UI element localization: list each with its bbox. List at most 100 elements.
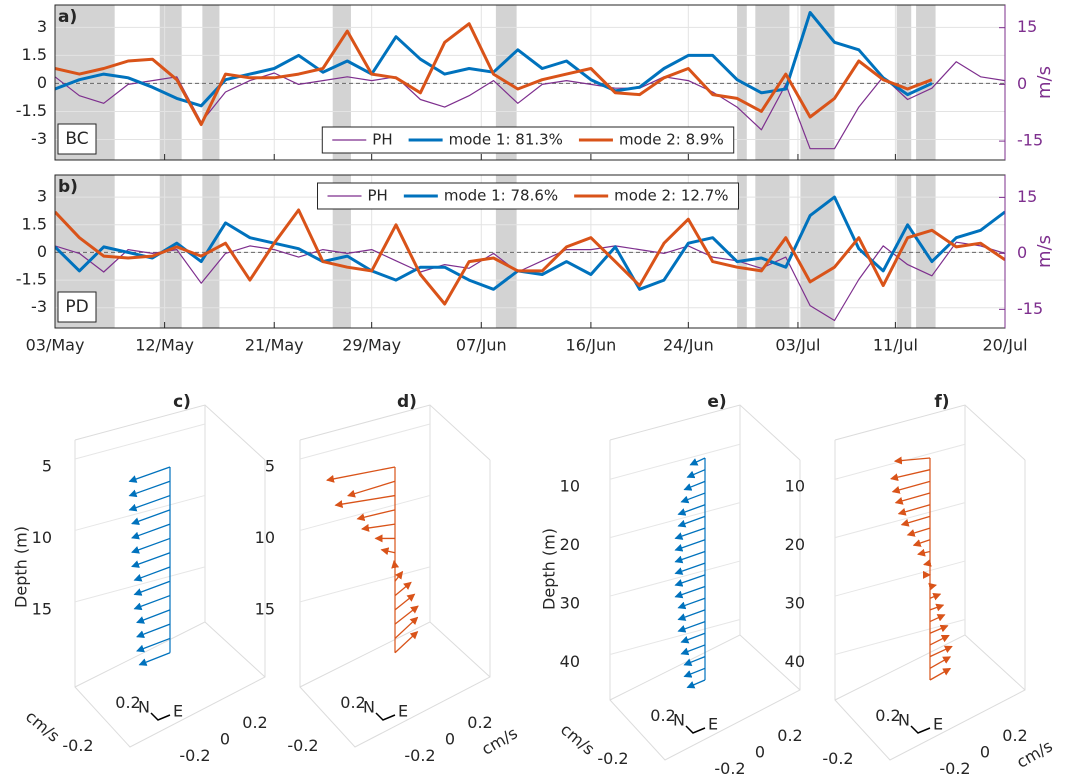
arrow (677, 620, 706, 633)
x-tick-label: 16/Jun (566, 336, 617, 355)
legend: PH mode 1: 81.3% mode 2: 8.9% (321, 126, 735, 154)
arrow (138, 652, 171, 666)
arrow (689, 457, 706, 466)
n-tick-label: 0.2 (875, 706, 900, 725)
arrow (680, 492, 706, 504)
shaded-period (800, 175, 835, 328)
compass (375, 712, 396, 721)
compass-north: N (363, 698, 375, 717)
y2-tick-label: -15 (1017, 299, 1043, 318)
arrow (929, 656, 952, 669)
arrow (356, 509, 396, 522)
x-tick-label: 03/Jul (775, 336, 820, 355)
y2-tick-label: 0 (1017, 243, 1027, 262)
y-tick-label: -3 (31, 297, 47, 316)
y2-tick-label: 15 (1017, 17, 1037, 36)
arrow (929, 667, 952, 681)
z-tick-label: 15 (255, 599, 275, 618)
z-tick-label: 10 (255, 528, 275, 547)
e-tick-label: 0.2 (1002, 726, 1027, 745)
grid-line (609, 443, 741, 480)
arrow (128, 480, 171, 498)
arrow (131, 509, 171, 526)
site-label: PD (65, 297, 88, 317)
x-tick-label: 07/Jun (456, 336, 507, 355)
panel-title: c) (173, 392, 191, 412)
arrow (929, 645, 953, 658)
arrow (929, 614, 946, 623)
site-box (57, 123, 97, 155)
grid-line (74, 566, 206, 603)
n-tick-label: -0.2 (287, 736, 318, 755)
arrow (912, 539, 931, 547)
arrow (891, 480, 931, 494)
arrow (677, 597, 706, 610)
arrow (394, 581, 412, 597)
e-tick-label: 0.2 (242, 713, 267, 732)
e-tick-label: -0.2 (939, 759, 970, 778)
arrow (133, 580, 171, 596)
e-tick-label: -0.2 (179, 746, 210, 765)
z-tick-label: 10 (32, 528, 52, 547)
z-tick-label: 20 (560, 535, 580, 554)
grid-line (74, 494, 206, 531)
compass-east: E (933, 715, 943, 734)
arrow (674, 562, 706, 575)
shaded-period (495, 175, 517, 328)
z-tick-label: 30 (560, 594, 580, 613)
compass-north: N (673, 711, 685, 730)
shaded-period (202, 5, 220, 160)
arrow (394, 631, 419, 654)
grid-line (299, 494, 431, 531)
compass (910, 725, 931, 734)
arrow (686, 679, 706, 689)
x-tick-label: 29/May (342, 336, 401, 355)
e-tick-label: 0 (445, 730, 455, 749)
legend-label: PH (372, 131, 392, 149)
grid-line (74, 423, 206, 460)
y2-tick-label: 15 (1017, 187, 1037, 206)
series-line (55, 241, 1005, 322)
arrow (680, 632, 706, 644)
arrow (136, 637, 171, 653)
compass-east: E (398, 702, 408, 721)
shaded-period (755, 175, 790, 328)
grid-line (299, 423, 431, 460)
n-tick-label: -0.2 (597, 749, 628, 768)
e-tick-label: 0.2 (777, 726, 802, 745)
y-tick-label: 1.5 (22, 214, 47, 233)
legend-box (317, 182, 739, 210)
grid-line (299, 566, 431, 603)
arrow (894, 492, 931, 505)
panel-title: d) (397, 392, 417, 412)
e-tick-label: 0.2 (467, 713, 492, 732)
arrow (380, 547, 396, 556)
shaded-period (159, 5, 182, 160)
z-tick-label: 20 (785, 535, 805, 554)
arrow (131, 523, 171, 540)
arrow (929, 592, 942, 601)
arrow (674, 574, 706, 587)
z-axis-label: Depth (m) (12, 526, 31, 608)
arrow (674, 539, 706, 552)
shaded-period (896, 5, 912, 160)
y2-axis-label: m/s (1034, 66, 1055, 99)
box-edge (299, 404, 491, 748)
legend: PH mode 1: 78.6% mode 2: 12.7% (317, 182, 739, 210)
arrow (326, 466, 396, 483)
grid-line (834, 443, 966, 480)
arrow (674, 585, 706, 599)
x-tick-label: 21/May (245, 336, 304, 355)
legend-label: mode 1: 81.3% (449, 131, 563, 149)
arrow (133, 594, 171, 611)
box-edge (609, 404, 801, 761)
arrow (674, 550, 706, 564)
x-tick-label: 03/May (26, 336, 85, 355)
shaded-period (896, 175, 912, 328)
arrow (394, 616, 419, 639)
x-tick-label: 24/Jun (663, 336, 714, 355)
legend-label: mode 2: 8.9% (619, 131, 724, 149)
n-tick-label: 0.2 (340, 693, 365, 712)
arrow (890, 469, 931, 482)
arrow (136, 609, 171, 624)
